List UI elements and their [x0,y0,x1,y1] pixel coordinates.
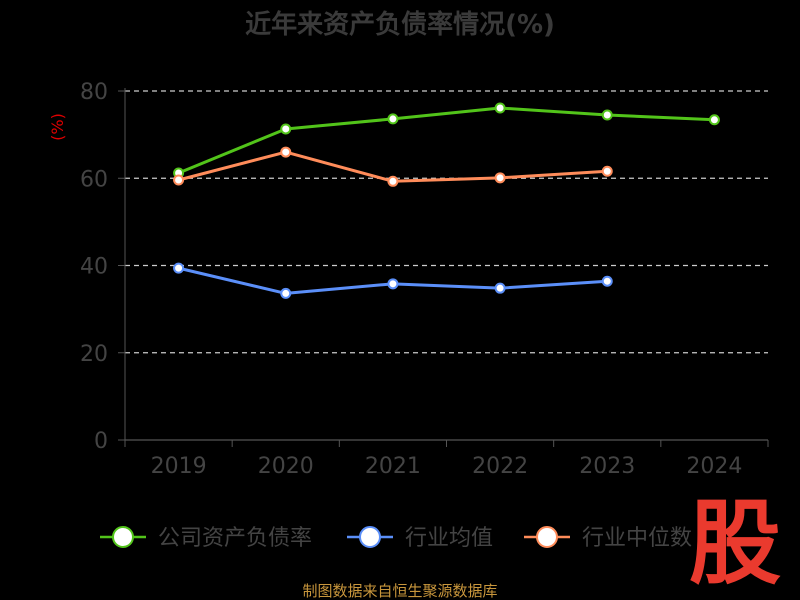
legend-label[interactable]: 公司资产负债率 [158,526,312,551]
data-point[interactable] [387,175,399,187]
data-point[interactable] [173,262,185,274]
watermark-logo: 股 [689,490,781,597]
data-point[interactable] [280,287,292,299]
data-point[interactable] [494,172,506,184]
chart-title: 近年来资产负债率情况(%) [245,9,555,40]
data-point[interactable] [280,123,292,135]
data-point[interactable] [173,174,185,186]
data-point[interactable] [708,114,720,126]
legend-label[interactable]: 行业中位数 [582,526,692,551]
data-point[interactable] [601,165,613,177]
legend-label[interactable]: 行业均值 [405,526,493,551]
legend-swatch-marker [536,526,558,548]
x-tick-label: 2019 [151,454,207,479]
data-source-note: 制图数据来自恒生聚源数据库 [302,582,497,600]
data-point[interactable] [601,275,613,287]
x-tick-label: 2021 [365,454,421,479]
data-point[interactable] [280,146,292,158]
grid-lines [125,90,768,354]
series-lines [173,102,720,299]
data-point[interactable] [494,102,506,114]
y-tick-label: 60 [80,167,108,192]
series-line-0 [178,106,715,175]
legend-swatch-marker [112,526,134,548]
data-point[interactable] [601,109,613,121]
y-tick-label: 0 [94,429,108,454]
x-tick-label: 2023 [579,454,635,479]
data-point[interactable] [494,282,506,294]
data-point[interactable] [387,278,399,290]
x-tick-label: 2022 [472,454,528,479]
x-tick-label: 2024 [686,454,742,479]
x-tick-label: 2020 [258,454,314,479]
legend-swatch-marker [359,526,381,548]
y-tick-label: 80 [80,80,108,105]
data-point[interactable] [387,113,399,125]
y-axis-unit: (%) [48,113,67,141]
y-tick-label: 20 [80,342,108,367]
legend: 公司资产负债率 行业均值 行业中位数 [100,526,692,551]
y-tick-label: 40 [80,255,108,280]
axes: 0 20 40 60 80 2019 2020 2021 2022 2023 2024 [80,80,769,479]
